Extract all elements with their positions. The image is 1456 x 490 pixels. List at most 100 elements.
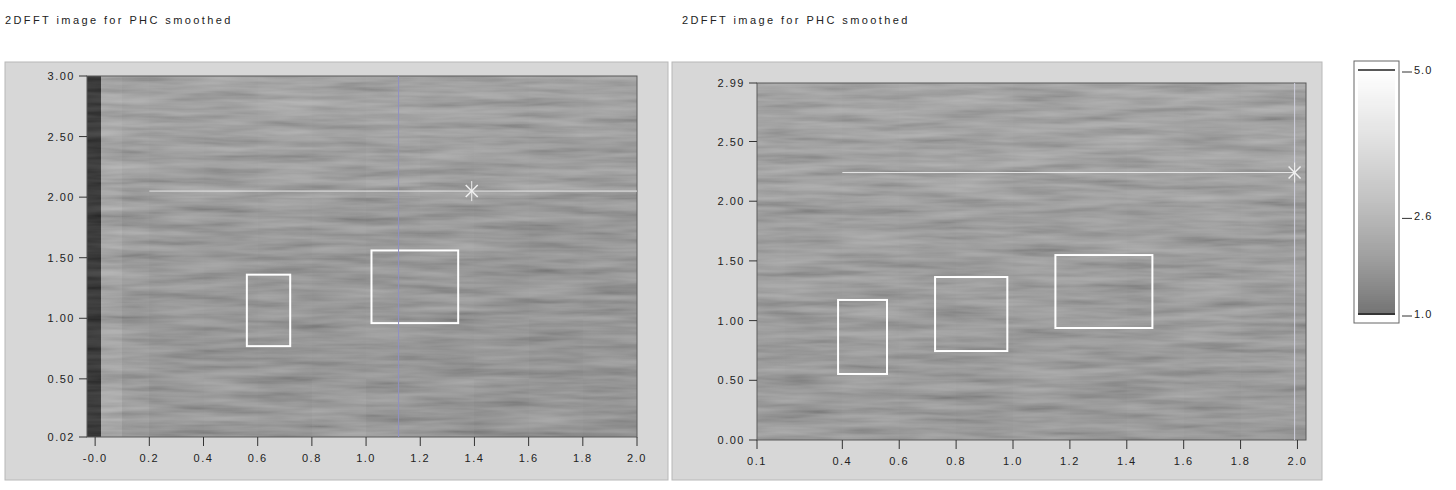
x-tick: [1013, 440, 1014, 449]
y-tick-label: 0.00: [718, 434, 745, 446]
y-tick: [79, 378, 87, 379]
x-tick: [474, 437, 475, 446]
x-tick: [582, 437, 583, 446]
roi-box: [371, 250, 458, 323]
y-tick-label: 0.50: [48, 373, 75, 385]
y-tick: [749, 380, 757, 381]
y-tick: [749, 83, 757, 84]
y-tick: [79, 197, 87, 198]
y-tick: [749, 320, 757, 321]
y-tick-label: 0.02: [48, 431, 75, 443]
colorbar-strip: [1358, 70, 1395, 73]
plot-border: [757, 83, 1306, 440]
x-tick: [956, 440, 957, 449]
x-tick-label: 1.2: [1060, 455, 1080, 467]
y-tick: [749, 141, 757, 142]
y-tick: [79, 318, 87, 319]
roi-box: [838, 300, 887, 374]
panel-frame: [5, 62, 668, 480]
plot-border: [87, 76, 637, 437]
x-tick-label: 0.4: [194, 452, 214, 464]
y-tick: [749, 260, 757, 261]
x-tick-label: 1.8: [573, 452, 593, 464]
colorbar-edge: [1358, 69, 1395, 71]
figure: 2DFFT image for PHC smoothed -0.0 0.2 0.4 0.…: [0, 0, 1456, 490]
x-tick-label: 0.8: [302, 452, 322, 464]
cursor-marker: [1289, 163, 1301, 183]
x-tick-label: 1.4: [1117, 455, 1137, 467]
y-tick: [79, 257, 87, 258]
cursor-cross: [471, 181, 472, 201]
y-tick-label: 2.99: [718, 77, 745, 89]
cursor-marker: [466, 181, 478, 201]
x-tick-label: 1.0: [1003, 455, 1023, 467]
colorbar-frame: [1354, 61, 1399, 323]
plot-area: [757, 83, 1306, 440]
y-tick-label: 2.50: [48, 131, 75, 143]
panel-title: 2DFFT image for PHC smoothed: [5, 14, 233, 26]
y-tick-label: 1.50: [718, 255, 745, 267]
y-tick-label: 3.00: [48, 70, 75, 82]
colorbar-tick: [1402, 72, 1412, 73]
x-tick: [149, 437, 150, 446]
x-tick-label: 0.6: [889, 455, 909, 467]
y-tick-label: 1.00: [48, 312, 75, 324]
x-tick-label: 0.8: [946, 455, 966, 467]
cursor: [842, 83, 1294, 440]
x-tick: [95, 437, 96, 446]
x-tick-label: -0.0: [83, 452, 108, 464]
x-tick: [311, 437, 312, 446]
x-tick-label: 1.0: [356, 452, 376, 464]
x-tick: [528, 437, 529, 446]
cursor-hline: [149, 191, 637, 192]
x-tick: [1297, 440, 1298, 449]
x-tick: [366, 437, 367, 446]
panel-frame: [672, 62, 1322, 480]
x-tick-label: 0.6: [248, 452, 268, 464]
y-tick-label: 0.50: [718, 374, 745, 386]
y-tick-label: 2.50: [718, 136, 745, 148]
x-tick: [757, 440, 758, 449]
x-tick-label: 1.8: [1231, 455, 1251, 467]
texture: [757, 83, 1306, 440]
y-tick-label: 2.00: [718, 195, 745, 207]
x-tick-label: 1.2: [410, 452, 430, 464]
x-tick: [1240, 440, 1241, 449]
roi-box: [1055, 255, 1152, 328]
colorbar-tick: [1402, 316, 1412, 317]
x-tick: [899, 440, 900, 449]
x-tick: [257, 437, 258, 446]
y-tick: [749, 440, 757, 441]
x-tick-label: 1.6: [519, 452, 539, 464]
plot-area: [87, 76, 637, 437]
x-tick: [1126, 440, 1127, 449]
x-tick-label: 1.4: [465, 452, 485, 464]
y-tick-label: 1.00: [718, 315, 745, 327]
cursor-vline: [1294, 83, 1295, 440]
panel-title: 2DFFT image for PHC smoothed: [682, 14, 910, 26]
y-tick: [79, 76, 87, 77]
roi-box: [935, 277, 1007, 351]
x-tick: [203, 437, 204, 446]
y-tick: [79, 136, 87, 137]
x-tick-label: 0.1: [747, 455, 767, 467]
x-tick: [420, 437, 421, 446]
x-tick: [1183, 440, 1184, 449]
x-tick: [842, 440, 843, 449]
texture: [87, 76, 637, 437]
y-tick: [79, 437, 87, 438]
cursor-cross: [1294, 163, 1295, 183]
cursor-hline: [842, 172, 1294, 173]
colorbar-tick-label: 5.0: [1414, 64, 1432, 76]
colorbar-edge: [1358, 313, 1395, 315]
x-tick: [637, 437, 638, 446]
x-tick-label: 0.2: [139, 452, 159, 464]
x-tick-label: 2.0: [1288, 455, 1308, 467]
colorbar-tick: [1402, 218, 1412, 219]
colorbar-tick-label: 1.0: [1414, 308, 1432, 320]
y-tick-label: 2.00: [48, 191, 75, 203]
y-tick: [749, 201, 757, 202]
x-tick: [1069, 440, 1070, 449]
cursor: [149, 76, 637, 437]
cursor-vline: [398, 76, 399, 437]
